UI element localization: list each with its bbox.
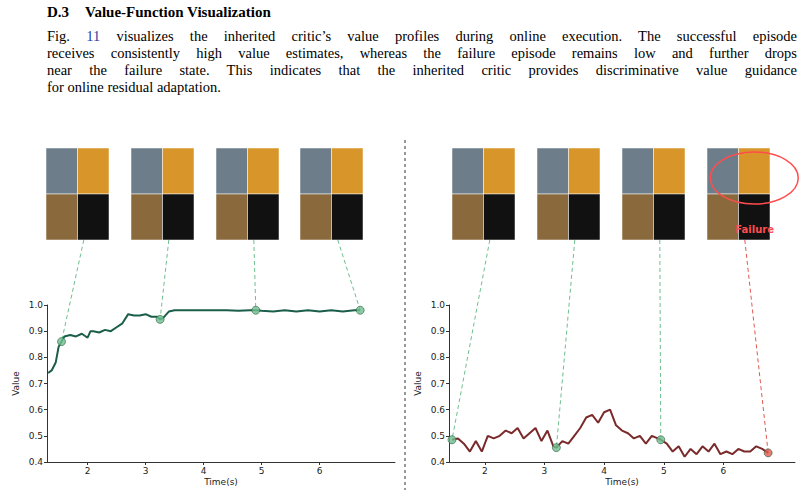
html-text:near the failure state. This i: near the failure state. This indicates t… bbox=[47, 62, 797, 78]
html-text:Value-Function Visualization: Value-Function Visualization bbox=[85, 4, 271, 20]
svg-text:4: 4 bbox=[601, 466, 607, 476]
svg-text:Time(s): Time(s) bbox=[203, 477, 238, 487]
svg-text:0.4: 0.4 bbox=[431, 457, 446, 467]
html-text:for online residual adaptation: for online residual adaptation. bbox=[47, 79, 221, 95]
svg-text:4: 4 bbox=[201, 466, 207, 476]
svg-text:5: 5 bbox=[661, 466, 667, 476]
svg-text:6: 6 bbox=[721, 466, 727, 476]
svg-text:6: 6 bbox=[317, 466, 323, 476]
svg-text:0.7: 0.7 bbox=[29, 379, 43, 389]
svg-text:1.0: 1.0 bbox=[431, 300, 446, 310]
svg-text:Failure: Failure bbox=[735, 224, 774, 235]
svg-text:Value: Value bbox=[413, 371, 423, 396]
svg-text:0.6: 0.6 bbox=[29, 405, 44, 415]
svg-text:5: 5 bbox=[259, 466, 265, 476]
html-text:Fig. 11 visualizes the inherit: Fig. 11 visualizes the inherited critic’… bbox=[47, 28, 797, 44]
svg-text:2: 2 bbox=[85, 466, 91, 476]
svg-text:0.8: 0.8 bbox=[431, 352, 446, 362]
svg-text:1.0: 1.0 bbox=[29, 300, 44, 310]
svg-text:0.5: 0.5 bbox=[431, 431, 445, 441]
svg-text:2: 2 bbox=[482, 466, 488, 476]
svg-text:0.5: 0.5 bbox=[29, 431, 43, 441]
svg-text:0.6: 0.6 bbox=[431, 405, 446, 415]
svg-text:0.8: 0.8 bbox=[29, 352, 44, 362]
svg-text:3: 3 bbox=[143, 466, 149, 476]
svg-text:Time(s): Time(s) bbox=[604, 477, 639, 487]
svg-text:0.4: 0.4 bbox=[29, 457, 44, 467]
svg-text:3: 3 bbox=[542, 466, 548, 476]
html-text:D.3: D.3 bbox=[47, 4, 70, 20]
svg-text:Value: Value bbox=[11, 371, 21, 396]
svg-text:0.9: 0.9 bbox=[29, 326, 44, 336]
html-text:receives consistently high val: receives consistently high value estimat… bbox=[47, 45, 797, 61]
svg-text:0.7: 0.7 bbox=[431, 379, 445, 389]
svg-text:0.9: 0.9 bbox=[431, 326, 446, 336]
